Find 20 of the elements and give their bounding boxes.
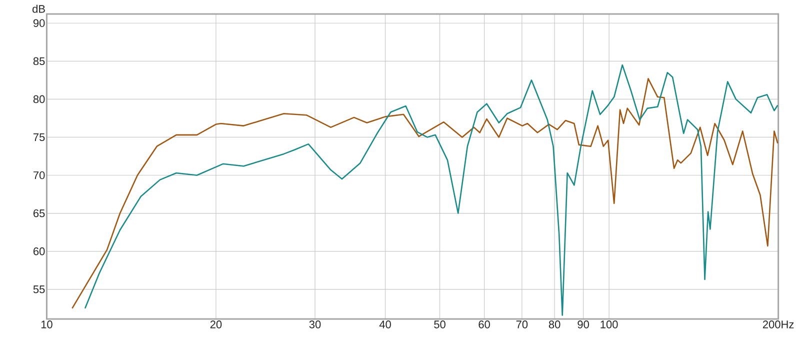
x-tick-label: 100 [600, 320, 618, 328]
x-tick-label: 80 [548, 320, 560, 328]
x-tick-label: 70 [516, 320, 528, 328]
y-tick-label: 85 [33, 57, 45, 66]
x-tick-label: 30 [309, 320, 321, 328]
x-tick-label: 50 [434, 320, 446, 328]
y-axis-title: dB [32, 4, 45, 13]
y-tick-label: 75 [34, 133, 45, 142]
y-tick-label: 60 [34, 247, 45, 256]
y-tick-label: 65 [34, 209, 45, 218]
x-tick-label: 60 [478, 320, 490, 328]
x-tick-label: 20 [210, 320, 222, 328]
x-tick-label: 40 [379, 320, 391, 328]
y-tick-label: 90 [33, 19, 45, 28]
x-tick-label: 200Hz [762, 320, 794, 328]
y-tick-label: 80 [33, 95, 45, 104]
y-tick-label: 55 [33, 286, 45, 294]
y-tick-label: 70 [34, 171, 45, 180]
x-tick-label: 10 [41, 320, 52, 328]
x-tick-label: 90 [578, 320, 589, 328]
